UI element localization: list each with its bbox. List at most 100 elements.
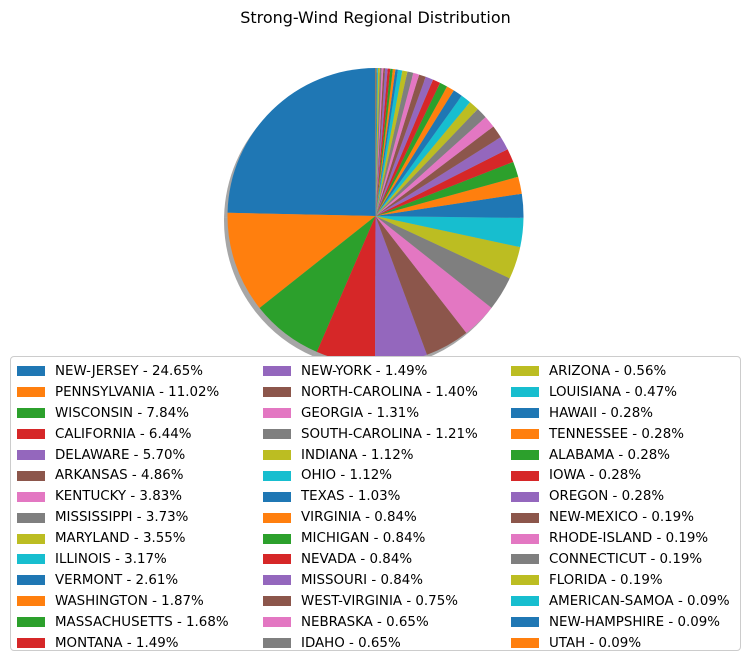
- legend-item: MISSOURI - 0.84%: [263, 570, 478, 591]
- pie-slice: [375, 69, 399, 216]
- legend-label: OREGON - 0.28%: [549, 489, 665, 505]
- legend-item: IDAHO - 0.65%: [263, 633, 478, 654]
- legend-column: NEW-JERSEY - 24.65% PENNSYLVANIA - 11.02%…: [17, 361, 229, 653]
- legend-item: ARIZONA - 0.56%: [511, 361, 730, 382]
- legend-item: ARKANSAS - 4.86%: [17, 465, 229, 486]
- pie-slice: [375, 95, 470, 216]
- pie-slice: [375, 216, 521, 279]
- legend-label: VIRGINIA - 0.84%: [301, 510, 417, 526]
- legend-swatch: [511, 617, 539, 628]
- pie-slice: [375, 68, 380, 216]
- legend-item: NEVADA - 0.84%: [263, 549, 478, 570]
- legend-swatch: [511, 512, 539, 523]
- pie-slice: [375, 102, 478, 216]
- legend-label: UTAH - 0.09%: [549, 635, 642, 651]
- pie-chart: [224, 68, 524, 360]
- pie-slice: [375, 126, 501, 216]
- legend-item: DELAWARE - 5.70%: [17, 445, 229, 466]
- pie-slice: [375, 68, 379, 217]
- legend-swatch: [511, 596, 539, 607]
- legend-item: WISCONSIN - 7.84%: [17, 403, 229, 424]
- legend-swatch: [263, 617, 291, 628]
- legend-item: AMERICAN-SAMOA - 0.09%: [511, 591, 730, 612]
- pie-slice: [375, 68, 388, 217]
- legend-label: MISSOURI - 0.84%: [301, 572, 423, 588]
- legend-swatch: [17, 366, 45, 377]
- legend-label: IDAHO - 0.65%: [301, 635, 401, 651]
- legend-item: MASSACHUSETTS - 1.68%: [17, 612, 229, 633]
- pie-slice: [375, 70, 408, 217]
- legend-label: OHIO - 1.12%: [301, 468, 392, 484]
- legend-swatch: [263, 491, 291, 502]
- legend-label: VERMONT - 2.61%: [55, 572, 179, 588]
- legend-label: TEXAS - 1.03%: [301, 489, 401, 505]
- legend-item: NEW-HAMPSHIRE - 0.09%: [511, 612, 730, 633]
- pie-slice: [375, 90, 462, 216]
- pie-slice: [227, 68, 376, 216]
- legend-item: MARYLAND - 3.55%: [17, 528, 229, 549]
- legend-label: CALIFORNIA - 6.44%: [55, 426, 192, 442]
- pie-slice: [375, 71, 414, 216]
- legend-label: NEVADA - 0.84%: [301, 551, 413, 567]
- pie-slice: [375, 216, 492, 333]
- pie-slice: [375, 68, 384, 216]
- legend-label: ILLINOIS - 3.17%: [55, 551, 167, 567]
- pie-slice: [375, 216, 427, 360]
- legend-swatch: [511, 387, 539, 398]
- legend-item: RHODE-ISLAND - 0.19%: [511, 528, 730, 549]
- legend-label: MONTANA - 1.49%: [55, 635, 179, 651]
- pie-slice: [375, 137, 508, 216]
- pie-slice: [375, 117, 494, 216]
- legend-swatch: [511, 638, 539, 649]
- legend-swatch: [263, 533, 291, 544]
- pie-slice: [375, 69, 396, 216]
- legend-swatch: [263, 512, 291, 523]
- legend-label: NEW-MEXICO - 0.19%: [549, 510, 694, 526]
- legend-item: OHIO - 1.12%: [263, 465, 478, 486]
- pie-slice: [375, 68, 393, 216]
- legend-swatch: [511, 491, 539, 502]
- pie-slice: [375, 193, 524, 218]
- legend-column: ARIZONA - 0.56% LOUISIANA - 0.47% HAWAII -…: [511, 361, 730, 653]
- pie-slice: [375, 69, 403, 217]
- legend-label: AMERICAN-SAMOA - 0.09%: [549, 593, 730, 609]
- legend-item: OREGON - 0.28%: [511, 486, 730, 507]
- legend-swatch: [263, 450, 291, 460]
- pie-slice: [375, 68, 391, 216]
- legend-swatch: [263, 470, 291, 481]
- legend-swatch: [263, 596, 291, 607]
- legend-label: HAWAII - 0.28%: [549, 405, 653, 421]
- pie-slice: [375, 149, 514, 216]
- legend-label: ALABAMA - 0.28%: [549, 447, 671, 463]
- legend-label: DELAWARE - 5.70%: [55, 447, 186, 463]
- legend-label: NORTH-CAROLINA - 1.40%: [301, 384, 478, 400]
- legend-swatch: [511, 554, 539, 565]
- legend-label: GEORGIA - 1.31%: [301, 405, 420, 421]
- legend-item: NEBRASKA - 0.65%: [263, 612, 478, 633]
- legend-swatch: [511, 450, 539, 460]
- legend-item: NORTH-CAROLINA - 1.40%: [263, 382, 478, 403]
- legend-item: TEXAS - 1.03%: [263, 486, 478, 507]
- legend-label: SOUTH-CAROLINA - 1.21%: [301, 426, 478, 442]
- legend-label: IOWA - 0.28%: [549, 468, 642, 484]
- pie-slice: [375, 68, 378, 216]
- legend-item: INDIANA - 1.12%: [263, 445, 478, 466]
- legend-swatch: [263, 366, 291, 377]
- legend-swatch: [17, 575, 45, 586]
- pie-slice: [375, 68, 386, 216]
- pie-slice: [375, 216, 524, 248]
- legend-swatch: [17, 450, 45, 460]
- legend-label: RHODE-ISLAND - 0.19%: [549, 531, 709, 547]
- pie-slice: [375, 76, 434, 216]
- legend-label: MASSACHUSETTS - 1.68%: [55, 614, 229, 630]
- pie-slice: [375, 68, 377, 216]
- legend-label: ARKANSAS - 4.86%: [55, 468, 184, 484]
- legend-swatch: [263, 638, 291, 649]
- legend-swatch: [511, 429, 539, 440]
- pie-slice: [375, 74, 426, 216]
- legend-label: PENNSYLVANIA - 11.02%: [55, 384, 220, 400]
- legend-swatch: [511, 366, 539, 377]
- legend-item: NEW-YORK - 1.49%: [263, 361, 478, 382]
- legend-label: NEW-YORK - 1.49%: [301, 363, 428, 379]
- legend-item: ILLINOIS - 3.17%: [17, 549, 229, 570]
